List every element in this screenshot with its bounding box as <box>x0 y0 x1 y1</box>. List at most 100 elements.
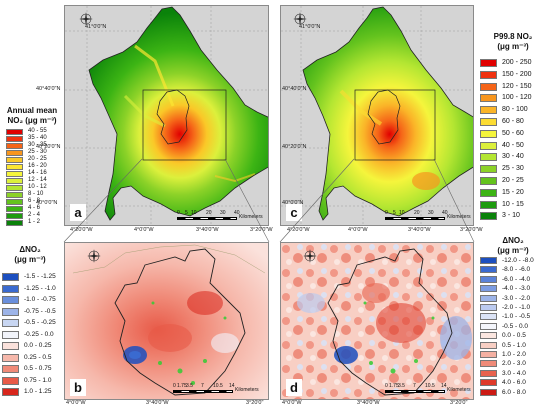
legend-label: 25 - 30 <box>28 149 47 155</box>
legend-swatch <box>6 170 23 177</box>
legend-label: 100 - 120 <box>502 94 532 102</box>
legend-item: -1.25 - -1.0 <box>2 284 72 294</box>
legend-label: -3.0 - -2.0 <box>502 294 531 302</box>
legend-item: 0.0 - 0.5 <box>480 331 550 341</box>
legend-label: 15 - 20 <box>502 188 524 196</box>
map-a-svg <box>65 6 268 225</box>
legend-label: 4.0 - 6.0 <box>502 379 526 387</box>
legend-item: -0.25 - 0.0 <box>2 330 72 340</box>
legend-swatch <box>480 341 497 349</box>
north-arrow-icon <box>79 12 93 26</box>
legend-swatch <box>480 266 497 274</box>
legend-label: 0.5 - 0.75 <box>24 365 52 372</box>
legend-label: -0.25 - 0.0 <box>24 330 54 338</box>
legend-swatch <box>480 275 497 283</box>
legend-label: 10 - 12 <box>28 184 47 190</box>
scale-num: 7 <box>201 383 204 389</box>
legend-item: 12 - 14 <box>6 177 76 187</box>
legend-item: 2 - 4 <box>6 212 76 222</box>
legend-title-line: NO₂ (μg m⁻³) <box>7 116 57 125</box>
legend-label: 0.0 - 0.25 <box>24 342 52 349</box>
legend-title-c: P99.8 NO₂ (μg m⁻³) <box>478 32 548 52</box>
legend-swatch <box>6 212 23 219</box>
legend-swatch <box>2 284 19 293</box>
scale-bar-graphic <box>385 217 445 220</box>
legend-item: 40 - 50 <box>480 141 550 151</box>
map-d-svg <box>281 243 473 399</box>
legend-label: 200 - 250 <box>502 59 532 66</box>
lat-label: 40°40'0"N <box>282 86 307 92</box>
legend-label: 80 - 100 <box>502 106 528 114</box>
scale-num: 30 <box>220 210 226 216</box>
legend-label: 0.5 - 1.0 <box>502 341 526 349</box>
legend-item: -3.0 - -2.0 <box>480 294 550 304</box>
north-arrow-icon <box>303 249 317 263</box>
legend-swatch <box>2 342 19 350</box>
scale-bar-d: 0 1.75 3.5 7 10.5 14 Kilometers <box>385 383 471 397</box>
north-arrow-icon <box>293 12 307 26</box>
legend-label: -2.0 - -1.0 <box>502 304 531 311</box>
scale-num: 3.5 <box>398 383 405 389</box>
legend-swatch <box>2 319 19 327</box>
legend-swatch <box>480 369 497 377</box>
legend-swatch <box>480 257 497 264</box>
legend-item: 0.5 - 1.0 <box>480 341 550 351</box>
scale-num: 14 <box>441 383 447 389</box>
legend-label: 40 - 55 <box>28 128 47 134</box>
lon-label: 4°0'0"W <box>134 227 154 233</box>
legend-label: -1.0 - -0.5 <box>502 313 531 321</box>
legend-label: -0.5 - -0.25 <box>24 319 56 326</box>
scale-num: 10 <box>399 210 405 216</box>
legend-item: 10 - 15 <box>480 200 550 210</box>
legend-label: 60 - 80 <box>502 118 524 125</box>
panel-letter-d: d <box>286 379 302 396</box>
map-c-svg <box>281 6 473 225</box>
legend-swatch <box>480 388 497 396</box>
scale-num: 20 <box>206 210 212 216</box>
legend-swatch <box>2 353 19 362</box>
legend-swatch <box>6 149 23 156</box>
scale-num: 1.75 <box>389 383 399 389</box>
legend-item: -0.75 - -0.5 <box>2 307 72 317</box>
legend-swatch <box>2 273 19 281</box>
legend-item: 80 - 100 <box>480 105 550 115</box>
legend-item: -2.0 - -1.0 <box>480 303 550 313</box>
legend-item: 1.0 - 1.25 <box>2 387 72 397</box>
legend-item: 120 - 150 <box>480 82 550 92</box>
legend-swatch <box>2 307 19 316</box>
legend-label: 0.75 - 1.0 <box>24 376 52 384</box>
legend-item: 40 - 55 <box>6 128 76 138</box>
scale-num: 10.5 <box>425 383 435 389</box>
scale-num: 0 <box>177 210 180 216</box>
scale-num: 10.5 <box>213 383 223 389</box>
legend-label: 8 - 10 <box>28 191 44 197</box>
lon-label: 3°40'0"W <box>357 400 380 406</box>
scale-num: 10 <box>191 210 197 216</box>
scale-num: 7 <box>413 383 416 389</box>
legend-swatch <box>480 360 497 368</box>
scale-unit: Kilometers <box>447 214 471 220</box>
legend-swatch <box>6 177 23 184</box>
legend-label: 2.0 - 3.0 <box>502 360 526 368</box>
legend-swatch <box>6 198 23 205</box>
legend-label: 10 - 15 <box>502 200 524 208</box>
scale-bar-b: 0 1.75 3.5 7 10.5 14 Kilometers <box>173 383 259 397</box>
legend-swatch <box>2 376 19 385</box>
legend-swatch <box>480 141 497 150</box>
panel-letter-c: c <box>286 204 302 221</box>
scale-num: 1.75 <box>177 383 187 389</box>
scale-bar-c: 0 5 10 20 30 40 Kilometers <box>385 210 471 224</box>
lon-label: 3°40'0"W <box>146 400 169 406</box>
legend-swatch <box>6 191 23 198</box>
map-panel-d: d 0 1.75 3.5 7 10.5 14 Kilometers <box>280 242 474 400</box>
legend-title-line: (μg m⁻³) <box>497 246 529 255</box>
legend-item: 25 - 30 <box>6 149 76 159</box>
legend-label: 1.0 - 1.25 <box>24 388 52 395</box>
legend-swatch <box>6 184 23 191</box>
legend-swatch <box>480 332 497 340</box>
north-arrow-icon <box>87 249 101 263</box>
legend-item: 3 - 10 <box>480 211 550 221</box>
legend-item: 150 - 200 <box>480 70 550 80</box>
legend-item: 1.0 - 2.0 <box>480 350 550 360</box>
legend-item: -0.5 - 0.0 <box>480 322 550 332</box>
